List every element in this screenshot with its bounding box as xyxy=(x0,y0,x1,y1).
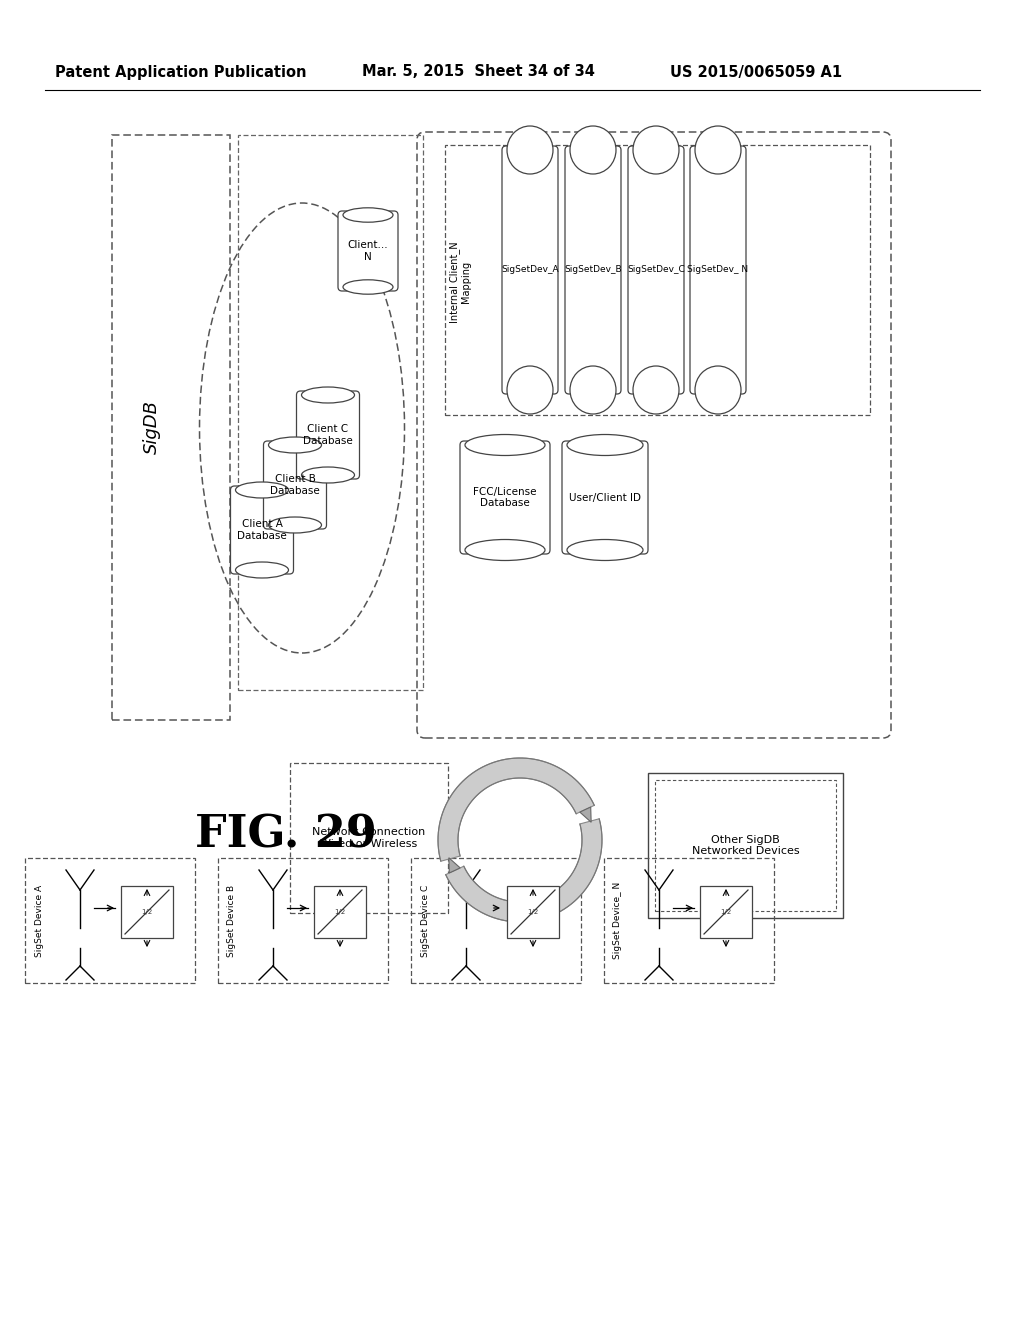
Text: Client A
Database: Client A Database xyxy=(238,519,287,541)
Ellipse shape xyxy=(465,540,545,561)
FancyBboxPatch shape xyxy=(565,147,621,393)
Bar xyxy=(411,858,581,983)
Text: SigDB: SigDB xyxy=(143,400,161,454)
Bar xyxy=(445,145,870,414)
Text: Network Connection
Wired or Wireless: Network Connection Wired or Wireless xyxy=(312,828,426,849)
FancyBboxPatch shape xyxy=(628,147,684,393)
Text: SigSet Device A: SigSet Device A xyxy=(35,884,43,957)
Text: SigSet Device C: SigSet Device C xyxy=(421,884,429,957)
Bar xyxy=(507,886,559,939)
Ellipse shape xyxy=(236,562,289,578)
Text: US 2015/0065059 A1: US 2015/0065059 A1 xyxy=(670,65,842,79)
Text: User/Client ID: User/Client ID xyxy=(569,492,641,503)
Ellipse shape xyxy=(465,434,545,455)
Text: Other SigDB
Networked Devices: Other SigDB Networked Devices xyxy=(691,834,800,857)
Text: 1/2: 1/2 xyxy=(335,909,346,915)
Ellipse shape xyxy=(633,125,679,174)
Text: Client B
Database: Client B Database xyxy=(270,474,319,496)
Polygon shape xyxy=(580,807,591,822)
Bar xyxy=(218,858,388,983)
Text: SigSetDev_C: SigSetDev_C xyxy=(627,265,685,275)
Bar xyxy=(238,135,423,690)
Text: 1/2: 1/2 xyxy=(720,909,731,915)
Text: Patent Application Publication: Patent Application Publication xyxy=(55,65,306,79)
Text: 1/2: 1/2 xyxy=(141,909,153,915)
FancyBboxPatch shape xyxy=(460,441,550,554)
Text: SigSetDev_B: SigSetDev_B xyxy=(564,265,622,275)
Ellipse shape xyxy=(570,125,616,174)
Ellipse shape xyxy=(507,125,553,174)
Bar xyxy=(648,774,843,917)
Ellipse shape xyxy=(507,366,553,414)
Polygon shape xyxy=(438,758,594,861)
Bar xyxy=(700,886,752,939)
Bar xyxy=(290,763,449,913)
Text: Mar. 5, 2015  Sheet 34 of 34: Mar. 5, 2015 Sheet 34 of 34 xyxy=(362,65,595,79)
Polygon shape xyxy=(449,858,460,873)
Text: Client...
N: Client... N xyxy=(348,240,388,261)
Ellipse shape xyxy=(301,387,354,403)
FancyBboxPatch shape xyxy=(562,441,648,554)
Text: SigSetDev_ N: SigSetDev_ N xyxy=(687,265,749,275)
Ellipse shape xyxy=(567,540,643,561)
Bar xyxy=(655,780,836,911)
Ellipse shape xyxy=(695,125,741,174)
Bar xyxy=(121,886,173,939)
Ellipse shape xyxy=(236,482,289,498)
Ellipse shape xyxy=(268,437,322,453)
Bar xyxy=(112,135,230,719)
Ellipse shape xyxy=(567,434,643,455)
FancyBboxPatch shape xyxy=(263,441,327,529)
Ellipse shape xyxy=(343,280,393,294)
Bar xyxy=(314,886,366,939)
Text: FCC/License
Database: FCC/License Database xyxy=(473,487,537,508)
FancyBboxPatch shape xyxy=(297,391,359,479)
FancyBboxPatch shape xyxy=(690,147,746,393)
Ellipse shape xyxy=(695,366,741,414)
Ellipse shape xyxy=(633,366,679,414)
Bar xyxy=(25,858,195,983)
Text: SigSet Device B: SigSet Device B xyxy=(227,884,237,957)
Ellipse shape xyxy=(268,517,322,533)
Polygon shape xyxy=(445,818,602,921)
Text: Client C
Database: Client C Database xyxy=(303,424,353,446)
Text: Internal Client_N
Mapping: Internal Client_N Mapping xyxy=(449,242,471,323)
Ellipse shape xyxy=(570,366,616,414)
Text: SigSet Device_ N: SigSet Device_ N xyxy=(613,882,623,960)
Text: 1/2: 1/2 xyxy=(527,909,539,915)
FancyBboxPatch shape xyxy=(502,147,558,393)
Text: FIG. 29: FIG. 29 xyxy=(195,813,377,857)
Ellipse shape xyxy=(343,207,393,222)
FancyBboxPatch shape xyxy=(230,486,294,574)
FancyBboxPatch shape xyxy=(338,211,398,290)
Bar xyxy=(604,858,774,983)
Text: SigSetDev_A: SigSetDev_A xyxy=(501,265,559,275)
Ellipse shape xyxy=(301,467,354,483)
